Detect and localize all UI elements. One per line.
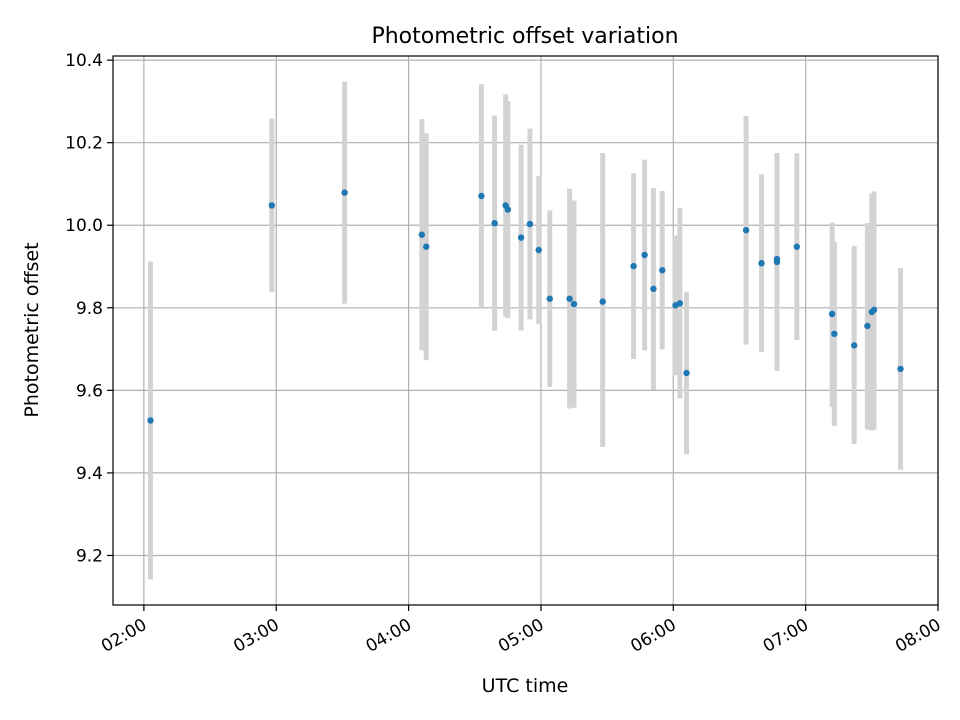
data-point <box>566 295 573 302</box>
data-point <box>793 243 801 250</box>
data-point <box>418 231 426 238</box>
x-axis-label: UTC time <box>482 675 569 697</box>
data-point <box>478 192 485 200</box>
y-tick-label: 9.8 <box>76 299 103 319</box>
plot-frame <box>112 55 939 606</box>
grid <box>113 56 939 605</box>
data-point <box>773 255 781 263</box>
data-point <box>491 219 498 227</box>
data-point <box>758 260 765 267</box>
data-point <box>517 234 525 241</box>
y-tick-label: 10.4 <box>65 51 103 71</box>
data-point <box>546 295 553 302</box>
data-point <box>641 251 648 259</box>
y-tick-label: 10.0 <box>65 216 103 236</box>
data-point <box>599 298 606 305</box>
data-point <box>535 246 542 254</box>
data-point <box>676 300 684 307</box>
data-point <box>828 310 836 318</box>
y-tick-label: 10.2 <box>65 134 103 154</box>
data-point <box>683 369 690 377</box>
data-point <box>504 206 512 213</box>
y-axis-label: Photometric offset <box>21 242 43 417</box>
data-point <box>864 322 871 330</box>
data-point <box>831 330 838 338</box>
data-points <box>147 189 904 424</box>
data-point <box>742 226 750 234</box>
y-tick-label: 9.6 <box>76 381 103 401</box>
data-point <box>341 189 348 196</box>
data-point <box>526 220 534 228</box>
chart-title: Photometric offset variation <box>371 24 678 49</box>
y-axis-ticks: 9.2 9.4 9.6 9.8 10.0 10.2 10.4 <box>65 51 113 566</box>
y-tick-label: 9.4 <box>76 464 103 484</box>
data-point <box>630 262 637 270</box>
data-point <box>570 300 578 308</box>
data-point <box>850 342 858 349</box>
data-point <box>423 243 430 250</box>
data-point <box>268 202 276 209</box>
data-point <box>870 306 878 314</box>
data-point <box>659 267 666 274</box>
data-point <box>650 285 657 293</box>
y-tick-label: 9.2 <box>76 546 103 566</box>
data-point <box>897 365 904 373</box>
data-point <box>147 417 154 424</box>
